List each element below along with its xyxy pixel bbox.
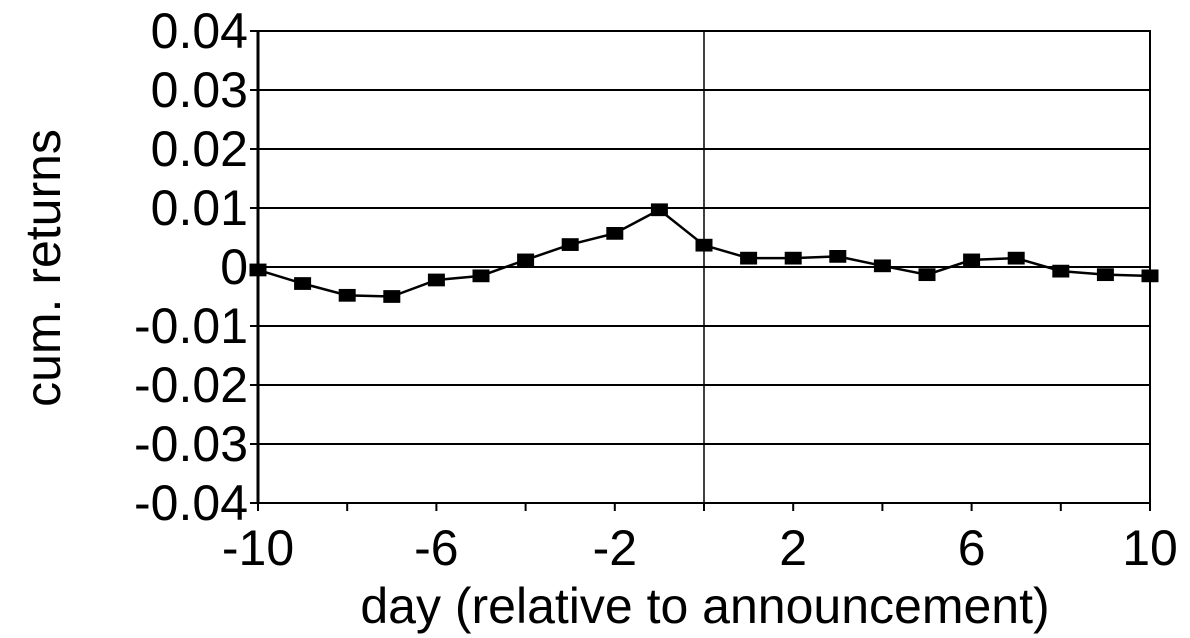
y-tick-label: 0.02 — [151, 121, 248, 177]
y-tick-label: -0.02 — [134, 357, 248, 413]
y-tick-label: -0.01 — [134, 298, 248, 354]
data-point-marker — [338, 288, 356, 302]
data-point-marker — [606, 226, 624, 240]
data-point-marker — [517, 253, 535, 267]
y-tick-label: 0.01 — [151, 180, 248, 236]
y-tick-label: -0.04 — [134, 475, 248, 531]
y-tick-label: -0.03 — [134, 416, 248, 472]
data-point-marker — [1141, 269, 1159, 283]
x-tick-label: -10 — [222, 520, 294, 576]
x-tick-labels: -10 -6 -2 2 6 10 — [222, 520, 1178, 576]
data-point-marker — [873, 259, 891, 273]
x-tick-label: -2 — [593, 520, 637, 576]
y-axis-title: cum. returns — [15, 129, 71, 407]
data-point-marker — [650, 203, 668, 217]
data-point-marker — [963, 253, 981, 267]
data-point-marker — [472, 269, 490, 283]
data-point-marker — [1052, 264, 1070, 278]
data-point-marker — [1007, 251, 1025, 265]
data-point-marker — [695, 238, 713, 252]
y-tick-labels: 0.040.030.020.010-0.01-0.02-0.03-0.04 — [134, 3, 248, 531]
series-group — [249, 203, 1159, 303]
x-tick-label: -6 — [414, 520, 458, 576]
y-tick-label: 0.04 — [151, 3, 248, 59]
x-tick-label: 6 — [958, 520, 986, 576]
x-tick-label: 2 — [779, 520, 807, 576]
axes — [250, 30, 1151, 511]
data-point-marker — [784, 251, 802, 265]
data-point-marker — [829, 250, 847, 263]
data-point-marker — [918, 268, 936, 282]
y-tick-label: 0 — [220, 239, 248, 295]
data-point-marker — [249, 263, 267, 277]
y-tick-label: 0.03 — [151, 62, 248, 118]
data-point-marker — [1096, 268, 1114, 282]
x-axis-title: day (relative to announcement) — [360, 578, 1049, 634]
x-tick-label: 10 — [1122, 520, 1178, 576]
data-point-marker — [383, 290, 401, 303]
data-point-marker — [561, 238, 579, 251]
data-point-marker — [294, 277, 312, 290]
data-point-marker — [427, 273, 445, 287]
data-point-marker — [740, 251, 758, 265]
